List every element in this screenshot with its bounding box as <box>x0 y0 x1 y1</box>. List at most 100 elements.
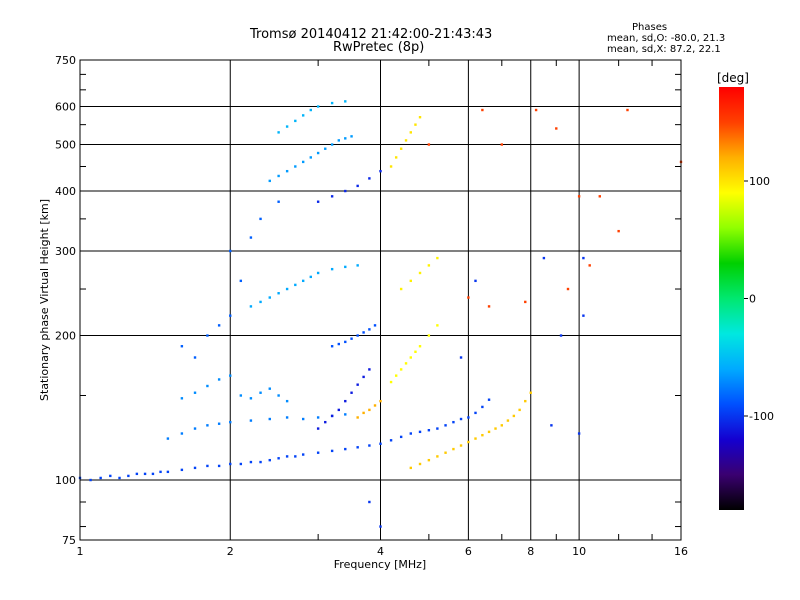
echo-point <box>301 453 305 456</box>
echo-point <box>474 411 477 415</box>
echo-point <box>588 264 591 267</box>
echo-point <box>217 464 221 468</box>
echo-point <box>344 447 347 451</box>
echo-point <box>294 455 297 458</box>
echo-points <box>78 100 683 528</box>
x-tick-label: 10 <box>572 545 586 558</box>
phases-o-line: mean, sd,O: -80.0, 21.3 <box>607 33 726 44</box>
echo-point <box>316 200 320 203</box>
echo-point <box>337 342 341 346</box>
echo-point <box>356 264 359 267</box>
echo-point <box>467 416 470 419</box>
echo-point <box>494 427 497 430</box>
echo-point <box>418 116 422 119</box>
echo-point <box>229 374 232 377</box>
echo-point <box>330 143 334 146</box>
colorbar-label: [deg] <box>717 71 749 85</box>
echo-point <box>534 108 538 112</box>
echo-point <box>444 424 447 427</box>
echo-point <box>617 229 620 233</box>
colorbar-tick-label: -100 <box>749 410 774 423</box>
echo-point <box>229 462 232 466</box>
echo-point <box>368 177 371 180</box>
echo-point <box>399 287 403 291</box>
echo-point <box>555 127 558 130</box>
echo-point <box>249 397 253 400</box>
echo-point <box>418 345 422 348</box>
echo-point <box>239 279 243 283</box>
echo-point <box>89 478 92 482</box>
echo-point <box>362 411 365 415</box>
echo-point <box>452 447 455 451</box>
echo-point <box>127 474 130 478</box>
colorbar <box>719 87 744 510</box>
echo-point <box>316 105 320 108</box>
echo-point <box>324 147 327 150</box>
echo-point <box>414 350 417 353</box>
x-axis-label: Frequency [MHz] <box>334 558 426 571</box>
echo-point <box>268 296 271 299</box>
echo-point <box>427 264 431 267</box>
echo-point <box>344 137 347 140</box>
echo-point <box>259 460 262 464</box>
echo-point <box>316 271 320 275</box>
echo-point <box>362 331 365 334</box>
echo-point <box>467 296 470 299</box>
echo-point <box>180 345 184 348</box>
echo-point <box>309 108 312 112</box>
echo-point <box>277 292 280 295</box>
echo-point <box>487 430 491 434</box>
echo-point <box>427 429 431 432</box>
echo-point <box>356 334 359 337</box>
echo-point <box>368 500 371 504</box>
echo-point <box>249 419 253 422</box>
x-tick-label: 4 <box>377 545 384 558</box>
echo-point <box>285 125 289 128</box>
echo-point <box>518 408 521 412</box>
echo-point <box>379 399 382 403</box>
echo-point <box>206 334 209 337</box>
echo-point <box>330 449 334 453</box>
echo-point <box>379 169 382 173</box>
echo-point <box>193 466 197 470</box>
echo-point <box>316 427 320 430</box>
grid-lines <box>80 60 681 540</box>
echo-point <box>566 287 570 291</box>
echo-point <box>285 416 289 419</box>
echo-point <box>404 139 408 142</box>
echo-point <box>524 399 527 403</box>
x-tick-label: 2 <box>227 545 234 558</box>
echo-point <box>277 394 280 397</box>
echo-point <box>301 160 305 164</box>
echo-point <box>399 147 403 150</box>
echo-point <box>577 432 581 435</box>
echo-point <box>330 101 334 105</box>
echo-point <box>389 439 393 442</box>
echo-point <box>481 433 484 437</box>
echo-point <box>309 156 312 159</box>
y-tick-label: 400 <box>55 185 76 198</box>
echo-point <box>356 416 359 419</box>
echo-point <box>459 356 463 359</box>
colorbar-tick-label: 100 <box>749 175 770 188</box>
echo-point <box>109 474 112 478</box>
echo-point <box>249 305 253 308</box>
echo-point <box>294 283 297 287</box>
echo-point <box>344 340 347 344</box>
echo-point <box>500 424 504 427</box>
echo-point <box>452 420 455 424</box>
echo-point <box>350 391 353 394</box>
echo-point <box>474 279 477 283</box>
echo-point <box>268 417 271 421</box>
echo-point <box>249 236 253 239</box>
echo-point <box>259 217 262 221</box>
echo-point <box>285 455 289 458</box>
echo-point <box>409 432 412 435</box>
echo-point <box>582 256 585 260</box>
echo-point <box>180 468 184 472</box>
echo-point <box>151 472 155 476</box>
echo-point <box>301 279 305 283</box>
echo-point <box>344 100 347 103</box>
echo-point <box>229 249 232 253</box>
echo-point <box>542 256 546 260</box>
